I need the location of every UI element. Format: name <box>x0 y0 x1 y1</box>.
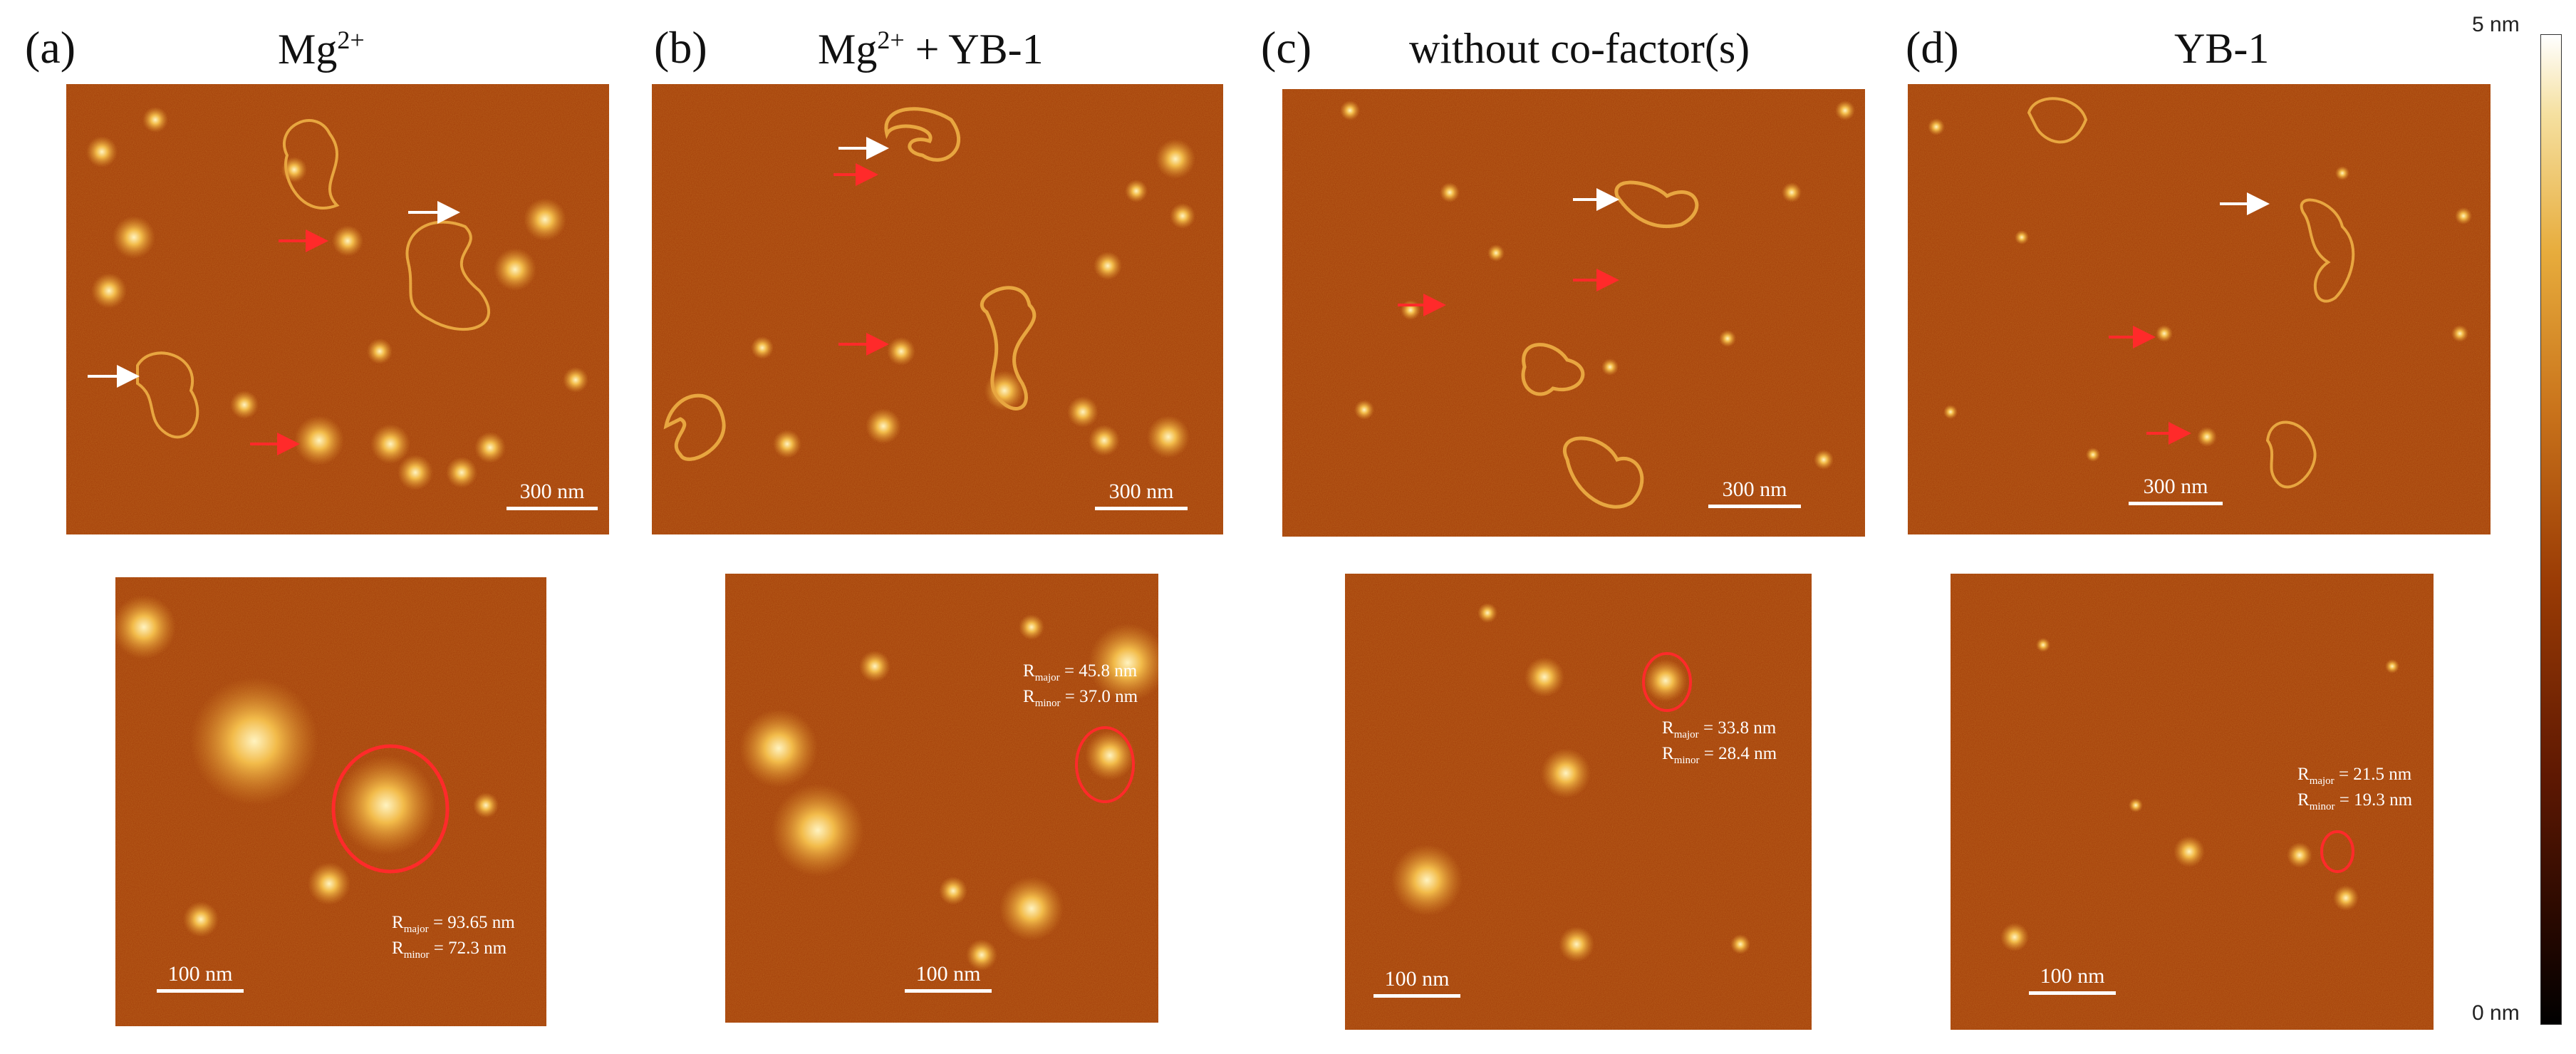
measurement-a: Rmajor = 93.65 nm Rminor = 72.3 nm <box>392 913 515 961</box>
panel-label-b: (b) <box>654 22 707 73</box>
scale-bar-d-bottom: 100 nm <box>2029 964 2116 995</box>
scale-bar-b-bottom: 100 nm <box>905 962 992 993</box>
afm-image-a-zoom: Rmajor = 93.65 nm Rminor = 72.3 nm 100 n… <box>115 577 546 1026</box>
measurement-b: Rmajor = 45.8 nm Rminor = 37.0 nm <box>1023 661 1138 710</box>
scale-bar-b-top: 300 nm <box>1095 480 1188 510</box>
panel-title-d: YB-1 <box>2174 25 2270 72</box>
colorbar-max-label: 5 nm <box>2472 13 2520 36</box>
afm-image-d-overview: 300 nm <box>1908 84 2491 534</box>
colorbar-min-label: 0 nm <box>2472 1001 2520 1025</box>
measurement-c: Rmajor = 33.8 nm Rminor = 28.4 nm <box>1662 718 1777 767</box>
scale-bar-c-top: 300 nm <box>1708 477 1801 508</box>
height-colorbar <box>2540 34 2562 1025</box>
afm-image-d-zoom: Rmajor = 21.5 nm Rminor = 19.3 nm 100 nm <box>1951 574 2434 1030</box>
panel-label-c: (c) <box>1261 22 1312 73</box>
afm-image-c-overview: 300 nm <box>1282 89 1865 537</box>
panel-title-b: Mg2+ + YB-1 <box>818 26 1044 73</box>
afm-image-c-zoom: Rmajor = 33.8 nm Rminor = 28.4 nm 100 nm <box>1345 574 1812 1030</box>
panel-title-a: Mg2+ <box>278 26 365 73</box>
scale-bar-c-bottom: 100 nm <box>1373 967 1460 998</box>
scale-bar-a-top: 300 nm <box>507 480 598 510</box>
scale-bar-a-bottom: 100 nm <box>157 962 244 993</box>
panel-title-c: without co-factor(s) <box>1409 25 1750 72</box>
measurement-d: Rmajor = 21.5 nm Rminor = 19.3 nm <box>2297 765 2413 813</box>
afm-image-a-overview: 300 nm <box>66 84 609 534</box>
afm-image-b-overview: 300 nm <box>652 84 1223 534</box>
panel-label-a: (a) <box>25 22 76 73</box>
afm-image-b-zoom: Rmajor = 45.8 nm Rminor = 37.0 nm 100 nm <box>725 574 1158 1023</box>
panel-label-d: (d) <box>1906 22 1959 73</box>
scale-bar-d-top: 300 nm <box>2129 475 2223 505</box>
